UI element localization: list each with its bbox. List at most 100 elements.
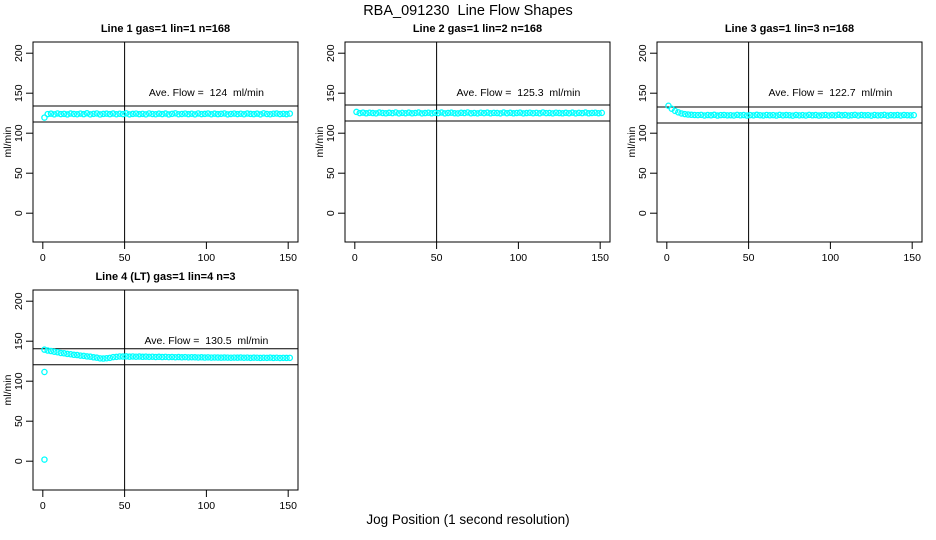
data-point: [204, 110, 212, 117]
data-point: [83, 110, 91, 117]
data-point: [106, 110, 114, 118]
data-point: [405, 109, 413, 116]
data-point: [175, 353, 182, 361]
data-point: [57, 110, 65, 118]
data-point: [441, 110, 449, 117]
line-2-plot-canvas: Line 2 gas=1 lin=2 n=168 0 50 100 150 200 0 50 1…: [314, 23, 611, 264]
data-point: [366, 109, 373, 116]
outlier-point: [41, 456, 48, 463]
data-point: [796, 112, 803, 119]
plot-box: [656, 41, 923, 243]
data-point: [714, 112, 721, 119]
x-tick-label: 150: [591, 252, 609, 264]
data-point: [149, 353, 156, 360]
data-point: [286, 110, 294, 117]
data-point: [480, 109, 488, 117]
data-point: [595, 109, 602, 117]
data-point: [356, 109, 363, 117]
data-point: [194, 354, 202, 361]
data-point: [520, 110, 527, 117]
data-point: [247, 110, 254, 118]
data-point: [877, 111, 885, 119]
data-point: [122, 110, 130, 117]
data-point: [162, 110, 169, 117]
data-point: [539, 109, 547, 116]
data-point: [250, 354, 258, 361]
y-tick-label: 50: [13, 415, 25, 427]
data-point: [431, 109, 439, 117]
data-point: [874, 112, 882, 119]
data-point: [769, 111, 777, 119]
data-point: [477, 109, 485, 116]
data-point: [100, 355, 107, 362]
data-point: [132, 110, 140, 117]
data-point: [408, 110, 416, 117]
data-point: [54, 348, 61, 356]
panel-title: Line 3 gas=1 lin=3 n=168: [725, 23, 854, 35]
data-point: [217, 354, 225, 361]
data-point: [77, 110, 84, 117]
data-point: [273, 354, 280, 362]
data-point: [136, 353, 143, 360]
data-point: [41, 114, 48, 121]
y-tick-label: 200: [325, 44, 337, 62]
data-point: [67, 350, 74, 358]
data-point: [221, 110, 228, 117]
data-point: [487, 110, 494, 117]
data-point: [44, 347, 51, 354]
data-point: [257, 111, 264, 118]
data-point: [756, 111, 764, 119]
data-point: [77, 352, 84, 359]
y-tick-label: 0: [13, 210, 25, 216]
data-point: [113, 110, 120, 118]
data-point: [260, 110, 267, 117]
data-point: [464, 109, 471, 116]
data-point: [178, 110, 186, 118]
panel-line-1: Line 1 gas=1 lin=1 n=168 0 50 100 150 200 0 50 1…: [0, 8, 308, 264]
data-point: [286, 354, 294, 362]
y-tick-label: 100: [325, 124, 337, 142]
x-tick-label: 150: [903, 252, 921, 264]
data-point: [598, 109, 606, 117]
data-point: [198, 110, 205, 118]
data-point: [513, 109, 521, 117]
data-point: [116, 110, 123, 118]
data-point: [266, 354, 274, 361]
data-point: [786, 111, 793, 119]
data-point: [701, 112, 708, 119]
data-point: [240, 354, 248, 362]
data-point: [201, 354, 209, 361]
x-tick-label: 50: [431, 252, 443, 264]
data-point: [253, 110, 261, 117]
data-point: [454, 110, 462, 117]
data-point: [484, 109, 491, 116]
data-point: [851, 111, 859, 119]
data-point: [428, 110, 435, 117]
data-point: [809, 112, 816, 119]
data-point: [542, 109, 550, 117]
data-point: [129, 353, 137, 360]
data-point: [64, 350, 71, 358]
data-point: [270, 110, 277, 118]
data-point: [142, 353, 150, 360]
ave-flow-label: Ave. Flow = 130.5 ml/min: [144, 335, 268, 347]
data-point: [688, 111, 695, 119]
ave-flow-label: Ave. Flow = 124 ml/min: [149, 87, 264, 99]
data-point: [263, 354, 271, 362]
line-3-plot-canvas: Line 3 gas=1 lin=3 n=168 0 50 100 150 200 0 50 1…: [626, 23, 923, 264]
data-point: [276, 354, 284, 362]
data-point: [461, 109, 468, 117]
y-tick-label: 100: [637, 124, 649, 142]
data-point: [474, 110, 481, 117]
data-point: [280, 110, 287, 118]
y-tick-label: 50: [325, 167, 337, 179]
data-point: [802, 112, 810, 119]
data-point: [510, 110, 517, 117]
data-point: [273, 110, 280, 117]
x-axis-label: Jog Position (1 second resolution): [366, 512, 570, 527]
data-point: [890, 112, 898, 119]
data-point: [766, 112, 774, 119]
x-tick-label: 0: [40, 500, 46, 512]
data-point: [237, 110, 244, 118]
data-point: [841, 111, 849, 119]
